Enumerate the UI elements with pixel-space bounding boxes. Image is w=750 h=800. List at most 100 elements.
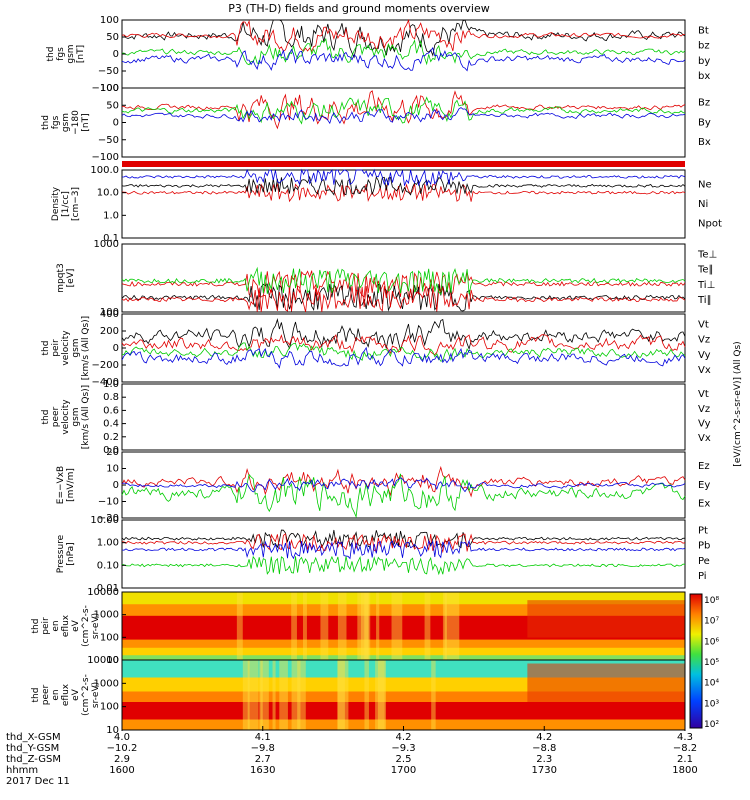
panel-frame: [121, 383, 686, 451]
y-axis-label: eV: [71, 619, 81, 632]
x-row-value: 2.1: [677, 754, 693, 765]
x-row-value: 1630: [250, 765, 275, 776]
colorbar-tick: 10⁵: [704, 658, 719, 668]
series-Ey: [121, 473, 686, 519]
spectrogram-burst: [302, 592, 307, 660]
spectrogram-burst: [431, 660, 436, 730]
spectrogram-burst: [448, 592, 460, 660]
y-axis-label: (cm^2-s-: [81, 674, 91, 716]
legend-Vz: Vz: [698, 335, 710, 346]
y-tick-label: 0.8: [103, 392, 119, 403]
series-Ni: [121, 175, 686, 196]
y-axis-label: eflux: [61, 683, 71, 706]
x-row-value: −8.2: [673, 743, 697, 754]
panel-10: 10000 1000 100 10 thd peer en eflux eV (cm^2-s-sr…: [31, 655, 686, 736]
spectrogram-band: [122, 647, 685, 656]
legend-Pb: Pb: [698, 541, 710, 552]
spectrogram-burst: [364, 660, 369, 730]
y-axis-label: thd: [41, 115, 51, 130]
spectrogram-band: [122, 691, 685, 703]
panel-4: 1000 100 mpqt3 [eV] Te⊥ Te∥ Ti⊥ Ti∥: [56, 239, 717, 318]
y-tick-label: −100: [92, 152, 119, 163]
panel-frame: [121, 169, 686, 239]
spectrogram-burst: [236, 592, 243, 660]
y-axis-label: fgs: [51, 115, 61, 129]
x-row-value: 2.3: [536, 754, 552, 765]
y-tick-label: 0.0: [103, 445, 119, 456]
spectrogram-burst: [391, 592, 403, 660]
legend-Ex: Ex: [698, 499, 710, 510]
y-tick-label: 0: [113, 480, 119, 491]
legend-Ni: Ni: [698, 199, 708, 210]
y-tick-label: 50: [106, 32, 119, 43]
chart-title: P3 (TH-D) fields and ground moments over…: [228, 2, 490, 15]
y-tick-label: 1.0: [103, 210, 119, 221]
y-axis-label: gsm: [66, 44, 76, 63]
panel-frame: [121, 451, 686, 519]
y-axis-label: sr-eV): [91, 613, 101, 639]
spectrogram-region: [527, 663, 685, 702]
spectrogram-burst: [337, 660, 345, 730]
spectrogram-burst: [360, 592, 370, 660]
y-axis-label: E=−VxB: [56, 466, 66, 504]
y-tick-label: 100: [100, 83, 119, 94]
colorbar-tick: 10⁶: [704, 637, 719, 647]
series-bx: [121, 46, 686, 72]
x-row-value: −9.8: [251, 743, 275, 754]
legend-Te⊥: Te⊥: [697, 250, 717, 261]
y-axis-label: en: [51, 689, 61, 700]
y-tick-label: 0.1: [103, 233, 119, 244]
y-axis-label: [nT]: [76, 45, 86, 63]
y-tick-label: −20: [98, 513, 119, 524]
colorbar-tick: 10⁸: [704, 596, 719, 606]
y-axis-label: [cm−3]: [71, 187, 81, 221]
spectrogram-band: [122, 702, 685, 720]
x-row-label: thd_Z-GSM: [6, 754, 61, 765]
spectrogram-burst: [444, 592, 449, 660]
spectrogram-burst: [376, 592, 380, 660]
y-tick-label: −50: [98, 66, 119, 77]
x-row-value: 2.9: [114, 754, 130, 765]
y-tick-label: 0.10: [97, 560, 119, 571]
y-tick-label: −50: [98, 135, 119, 146]
y-axis-label: peer: [51, 406, 61, 427]
y-tick-label: 10: [106, 655, 119, 666]
spectrogram-burst: [297, 660, 306, 730]
x-row-value: 4.2: [536, 732, 552, 743]
y-axis-label: sr-eV): [91, 682, 101, 708]
y-tick-label: 100: [100, 632, 119, 643]
series-Te∥: [121, 283, 686, 312]
series-Vt: [121, 318, 686, 352]
series-Pi: [121, 539, 686, 560]
spectrogram-burst: [375, 660, 386, 730]
y-axis-label: thd: [31, 688, 41, 703]
y-tick-label: −10: [98, 497, 119, 508]
legend-bx: bx: [698, 71, 710, 82]
y-tick-label: 10000: [87, 655, 119, 666]
y-tick-label: 100: [100, 307, 119, 318]
y-axis-label: eflux: [61, 614, 71, 637]
panel-9: 10000 1000 100 10 thd peir en eflux eV (cm^2-s-sr…: [31, 587, 686, 666]
y-tick-label: −200: [92, 360, 119, 371]
y-tick-label: 200: [100, 326, 119, 337]
y-axis-label: gsm: [71, 407, 81, 426]
y-tick-label: 1.00: [97, 538, 119, 549]
series-Bt: [121, 19, 686, 59]
y-axis-label: thd: [41, 341, 51, 356]
x-row-label: hhmm: [6, 765, 38, 776]
y-tick-label: 0.4: [103, 419, 119, 430]
y-tick-label: 0.6: [103, 405, 119, 416]
series-Bz: [121, 90, 686, 130]
y-axis-label: [mV/m]: [66, 468, 76, 502]
y-axis-label: [1/cc]: [61, 191, 71, 217]
panel-frame: [121, 313, 686, 383]
colorbar-tick: 10⁷: [704, 617, 719, 627]
colorbar-label: [eV/(cm^2-s-sr-eV)] (All Qs): [733, 341, 743, 466]
legend-Bx: Bx: [698, 137, 711, 148]
y-tick-label: 0.01: [97, 583, 119, 594]
date-label: 2017 Dec 11: [6, 776, 70, 787]
y-tick-label: −100: [92, 83, 119, 94]
spectrogram-burst: [247, 660, 259, 730]
quality-flag-bar: [122, 161, 685, 167]
